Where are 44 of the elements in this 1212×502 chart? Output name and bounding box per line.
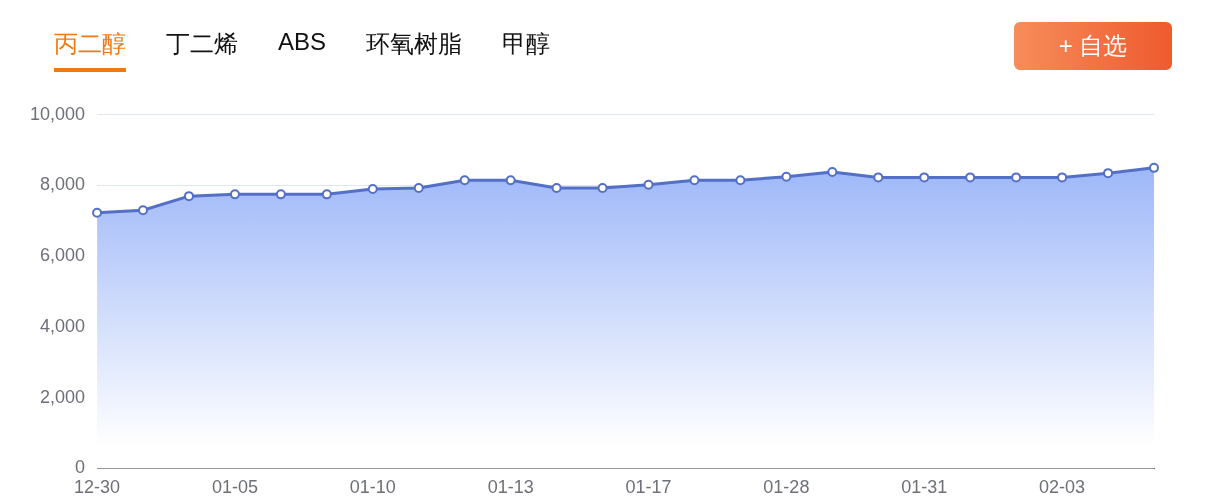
point: [735, 175, 746, 186]
point: [459, 175, 470, 186]
point: [1149, 162, 1159, 173]
x-tick-label: 01-31: [901, 477, 948, 498]
text: 丙二醇: [54, 22, 126, 72]
point: [275, 189, 286, 200]
point: [781, 171, 792, 182]
point: [413, 183, 424, 193]
point: [1057, 172, 1068, 183]
text: ABS: [278, 27, 327, 57]
point: [183, 191, 194, 202]
point: [138, 205, 149, 216]
point: [597, 183, 608, 193]
point: [965, 172, 976, 183]
point: [919, 172, 930, 183]
point: [551, 183, 562, 193]
text: 甲醇: [502, 29, 551, 59]
text: 丁二烯: [166, 29, 238, 59]
point: [1103, 168, 1114, 179]
point: [689, 175, 700, 186]
point: [505, 175, 516, 186]
point: [367, 184, 378, 195]
point: [827, 167, 838, 178]
x-tick-label: 12-30: [74, 477, 121, 498]
point: [1011, 172, 1022, 183]
x-tick-label: 01-05: [211, 477, 258, 498]
y-tick-label: 10,000: [29, 103, 86, 124]
point: [873, 172, 884, 183]
x-tick-label: 01-10: [349, 477, 396, 498]
x-tick-label: 01-17: [625, 477, 672, 498]
y-tick-label: 4,000: [40, 315, 86, 336]
y-tick-label: 2,000: [40, 386, 86, 407]
point: [229, 189, 240, 200]
x-tick-label: 01-13: [487, 477, 534, 498]
point: [92, 207, 103, 218]
y-tick-label: 6,000: [40, 245, 86, 266]
x-tick-label: 01-28: [763, 477, 810, 498]
y-tick-label: 0: [75, 457, 86, 478]
text: 环氧树脂: [366, 29, 463, 59]
x-tick-label: 02-03: [1039, 477, 1086, 498]
text: + 自选: [1014, 22, 1172, 70]
y-tick-label: 8,000: [40, 174, 86, 195]
point: [321, 189, 332, 200]
point: [643, 179, 654, 190]
